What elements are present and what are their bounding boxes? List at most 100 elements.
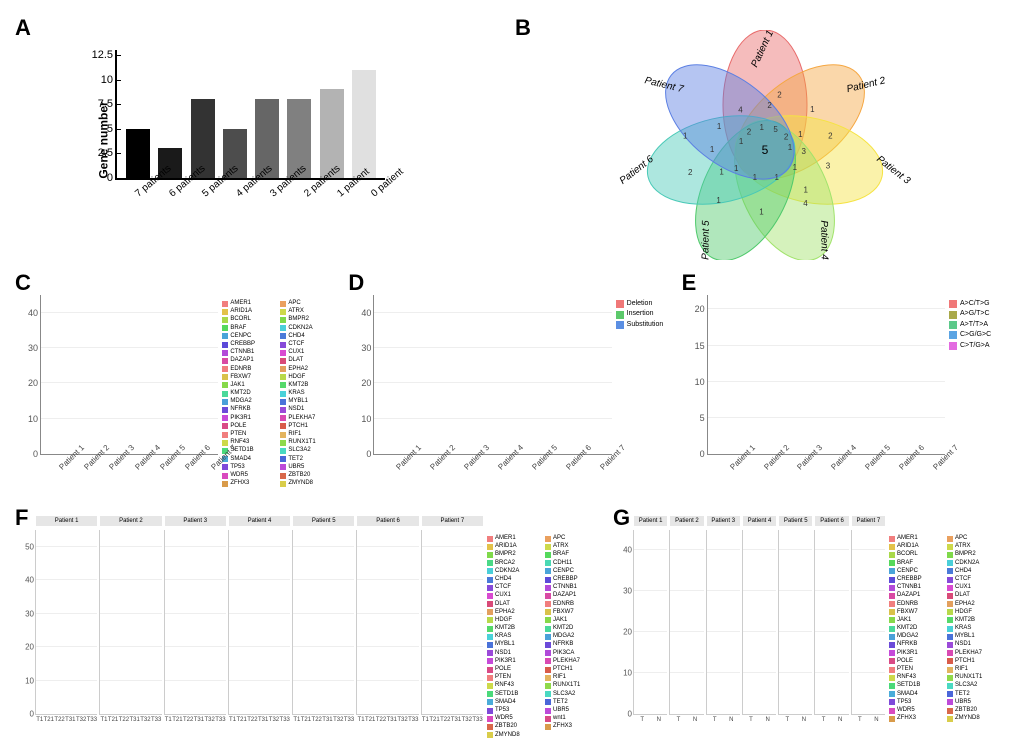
ytick: 50 [25, 542, 36, 551]
legend-item: FBXW7 [222, 374, 280, 381]
legend-item: PTEN [222, 431, 280, 438]
legend-swatch [222, 350, 228, 356]
legend-item: PTEN [487, 674, 545, 681]
xlabel: Patient 5 [523, 454, 542, 473]
legend-text: ATRX [955, 543, 971, 550]
panel-c-bars [41, 295, 218, 454]
xlabel: 0 patient [362, 182, 387, 206]
panel-e-label: E [682, 270, 697, 296]
legend-text: BCORL [897, 551, 918, 558]
legend-swatch [487, 617, 493, 623]
legend-swatch [487, 691, 493, 697]
legend-swatch [487, 724, 493, 730]
legend-text: ZFHX3 [230, 480, 249, 487]
legend-item: BRAF [222, 325, 280, 332]
ytick: 0 [366, 449, 374, 459]
legend-swatch [545, 560, 551, 566]
xlabel: Patient 7 [924, 454, 943, 473]
legend-text: PTCH1 [955, 658, 975, 665]
xlabel: T31 [387, 717, 397, 723]
xlabel: Patient 1 [388, 454, 407, 473]
legend-swatch [222, 301, 228, 307]
legend-swatch [487, 577, 493, 583]
legend-text: TP53 [230, 464, 244, 471]
legend-swatch [222, 464, 228, 470]
legend-swatch [487, 675, 493, 681]
legend-text: RUNX1T1 [288, 439, 315, 446]
legend-text: WDR5 [897, 707, 915, 714]
legend-item: ZMYND8 [947, 715, 1005, 722]
legend-swatch [889, 626, 895, 632]
legend-text: CUX1 [495, 592, 511, 599]
facet-header: Patient 4 [743, 516, 776, 526]
panel-d-plot: Patient 1Patient 2Patient 3Patient 4Pati… [373, 295, 611, 455]
legend-text: CTNNB1 [897, 584, 921, 591]
xlabel: T33 [408, 717, 418, 723]
legend-swatch [889, 675, 895, 681]
venn-number: 1 [716, 196, 721, 205]
legend-swatch [222, 342, 228, 348]
legend-swatch [545, 675, 551, 681]
legend-swatch [545, 552, 551, 558]
legend-text: RIF1 [955, 666, 968, 673]
xlabel: Patient 6 [890, 454, 909, 473]
xlabel: T31 [258, 717, 268, 723]
facet: Patient 4T1T21T22T31T32T33 [228, 530, 290, 715]
facet-xlabels: T1T21T22T31T32T33 [229, 714, 290, 720]
panel-b: B Patient 1Patient 2Patient 3Patient 4Pa… [515, 15, 1005, 260]
legend-swatch [487, 568, 493, 574]
legend-swatch [889, 708, 895, 714]
xlabel: 1 patient [328, 182, 353, 206]
facet-bars [634, 530, 667, 714]
xlabel: T [640, 717, 644, 723]
legend-item: CHD4 [487, 576, 545, 583]
gridline [374, 418, 611, 419]
legend-swatch [947, 577, 953, 583]
legend-swatch [222, 423, 228, 429]
legend-swatch [889, 642, 895, 648]
legend-item: MYBL1 [280, 398, 338, 405]
legend-text: FBXW7 [553, 609, 574, 616]
legend-item: CENPC [222, 333, 280, 340]
legend-swatch [889, 577, 895, 583]
legend-text: RNF43 [495, 682, 514, 689]
xlabel: T32 [333, 717, 343, 723]
xlabel: T21 [429, 717, 439, 723]
legend-text: BRAF [230, 325, 246, 332]
facet-bars [779, 530, 812, 714]
legend-item: CDKN2A [280, 325, 338, 332]
legend-swatch [947, 691, 953, 697]
bar [126, 129, 150, 178]
legend-text: HDGF [288, 374, 305, 381]
legend-item: RIF1 [280, 431, 338, 438]
legend-text: CDH11 [553, 560, 572, 567]
legend-text: DAZAP1 [897, 592, 920, 599]
legend-swatch [487, 699, 493, 705]
legend-text: PLEKHA7 [553, 658, 580, 665]
legend-swatch [545, 650, 551, 656]
legend-item: SLC3A2 [280, 447, 338, 454]
legend-text: KMT2D [553, 625, 573, 632]
legend-item: ATRX [545, 543, 603, 550]
legend-text: RIF1 [553, 674, 566, 681]
bar [352, 70, 376, 178]
xlabel: T [822, 717, 826, 723]
legend-swatch [280, 456, 286, 462]
facet-xlabels: TN [670, 714, 703, 720]
venn-label: Patient 4 [818, 220, 829, 260]
ytick: 40 [623, 546, 634, 555]
panel-g-plotarea: Patient 1010203040TNPatient 2TNPatient 3… [633, 530, 885, 715]
legend-text: JAK1 [230, 382, 244, 389]
legend-item: BCORL [889, 551, 947, 558]
panel-a-ylabel: Gene number [97, 101, 111, 178]
legend-swatch [889, 658, 895, 664]
legend-item: PLEKHA7 [947, 650, 1005, 657]
facet: Patient 101020304050T1T21T22T31T32T33 [35, 530, 97, 715]
legend-item: PIK3R1 [222, 415, 280, 422]
legend-swatch [947, 626, 953, 632]
legend-text: PIK3R1 [230, 415, 251, 422]
legend-item: POLE [889, 658, 947, 665]
xlabel: T33 [280, 717, 290, 723]
legend-item: ARID1A [487, 543, 545, 550]
xlabel: T1 [358, 717, 365, 723]
